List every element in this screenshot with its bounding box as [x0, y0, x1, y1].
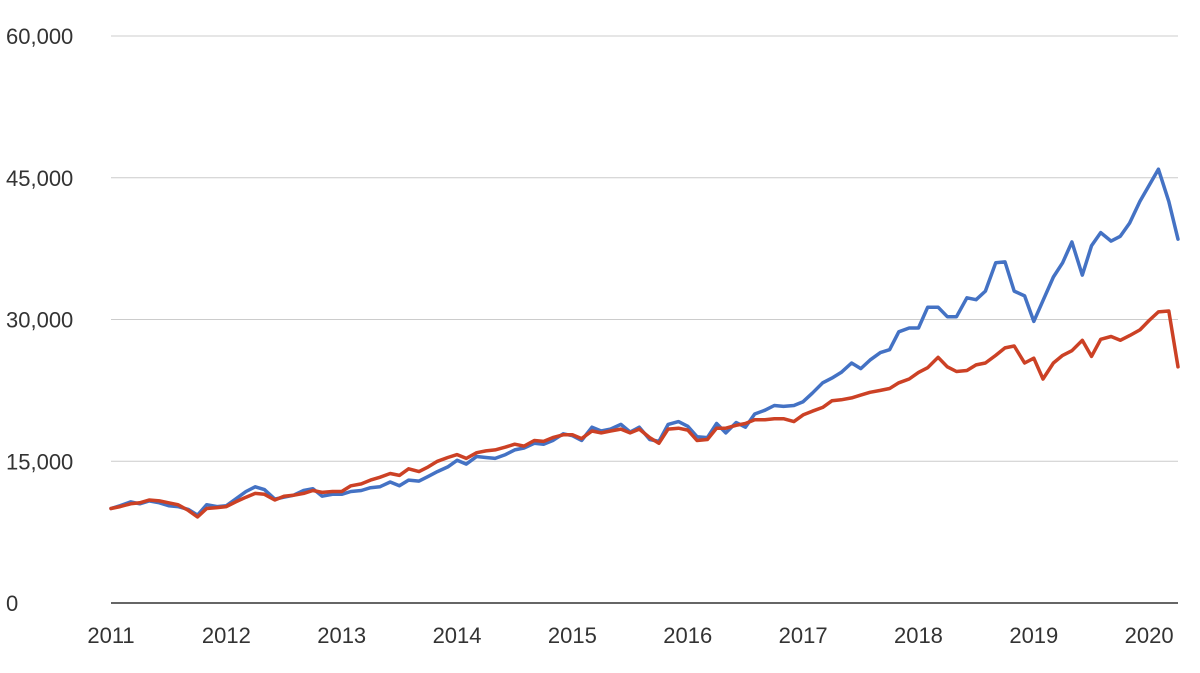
x-tick-label: 2017: [779, 623, 828, 648]
y-axis-labels: 0 15,000 30,000 45,000 60,000: [6, 24, 73, 616]
y-tick-label: 30,000: [6, 308, 73, 333]
x-axis-labels: 2011 2012 2013 2014 2015 2016 2017 2018 2019 2020: [87, 623, 1173, 648]
x-tick-label: 2015: [548, 623, 597, 648]
x-tick-label: 2020: [1125, 623, 1174, 648]
y-tick-label: 15,000: [6, 449, 73, 474]
y-tick-label: 60,000: [6, 24, 73, 49]
series-line-2: [109, 309, 1180, 519]
x-tick-label: 2013: [317, 623, 366, 648]
x-tick-label: 2016: [663, 623, 712, 648]
x-tick-label: 2018: [894, 623, 943, 648]
x-tick-label: 2011: [87, 623, 134, 648]
x-tick-label: 2019: [1009, 623, 1058, 648]
x-tick-label: 2014: [433, 623, 482, 648]
series-lines: [109, 167, 1180, 519]
series-line-1: [109, 167, 1180, 517]
gridlines: [111, 35, 1178, 462]
y-tick-label: 0: [6, 591, 18, 616]
x-tick-label: 2012: [202, 623, 251, 648]
y-tick-label: 45,000: [6, 166, 73, 191]
